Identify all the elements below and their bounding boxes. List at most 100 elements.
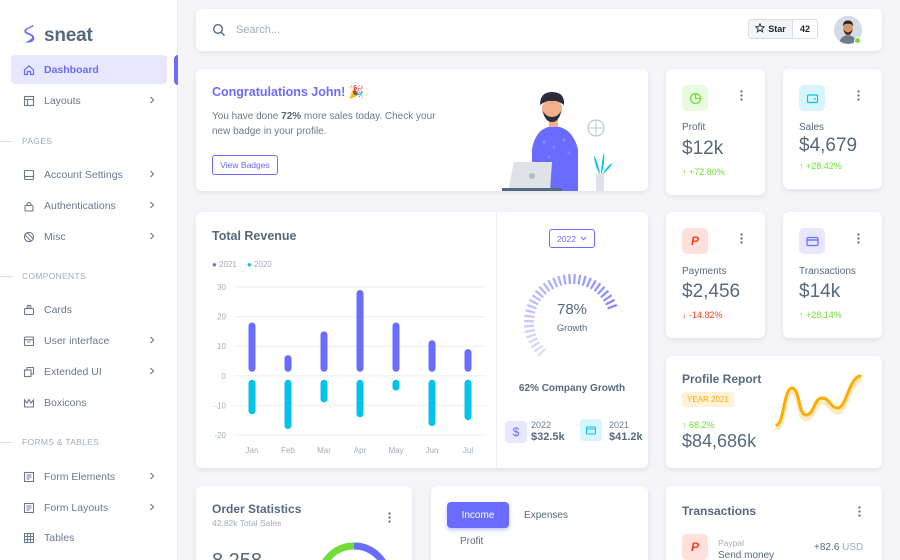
sidebar: sneat Dashboard Layouts PAGES Account Se… [0,0,178,560]
gauge-segment [542,282,551,292]
gauge-segment [562,274,567,285]
gauge-segment [537,348,546,357]
gauge-segment [589,279,597,290]
more-options-icon[interactable] [740,90,743,101]
bar-2021-jun[interactable] [428,340,436,372]
growth-radial-gauge [523,274,618,357]
search-input[interactable] [236,24,536,36]
gauge-segment [528,337,539,344]
cube-icon [22,230,35,243]
gauge-segment [552,277,559,288]
welcome-card: Congratulations John! 🎉 You have done 72… [196,69,648,191]
legend-item-2021: ● 2021 [212,260,237,269]
sidebar-item-extended-ui[interactable]: Extended UI [11,357,167,386]
sidebar-item-authentications[interactable]: Authentications [11,191,167,220]
profile-report-card: Profile Report YEAR 2021 ↑ 68.2% $84,686… [666,356,882,468]
chevron-down-icon [580,236,587,241]
gauge-segment [597,286,606,295]
crown-icon [22,396,35,409]
bar-2021-may[interactable] [392,322,400,372]
star-action[interactable]: Star [749,20,793,38]
gauge-segment [525,309,536,314]
year-b-amount: $41.2k [609,431,643,443]
transaction-amount: +82.6 USD [814,542,864,553]
chevron-right-icon [150,472,155,480]
sidebar-item-form-elements[interactable]: Form Elements [11,462,167,491]
bar-2020-jun[interactable] [428,379,436,427]
sidebar-item-tables[interactable]: Tables [11,523,167,552]
tab-income[interactable]: Income [447,502,509,528]
paypal-icon: P [682,534,708,560]
bar-2020-apr[interactable] [356,379,364,418]
gauge-segment [547,279,555,290]
more-options-icon[interactable] [388,512,391,523]
order-stats-title: Order Statistics [212,502,302,516]
lock-icon [22,199,35,212]
sidebar-item-label: Tables [44,531,75,544]
more-options-icon[interactable] [857,90,860,101]
arrow-up-icon: ↑ [682,420,687,430]
search-icon[interactable] [212,23,226,37]
github-star-button[interactable]: Star 42 [748,19,818,39]
gauge-segment [607,303,618,310]
tab-expenses[interactable]: Expenses [524,509,568,521]
bar-2021-feb[interactable] [284,355,292,372]
sidebar-item-dashboard[interactable]: Dashboard [11,55,167,84]
bar-2021-jan[interactable] [248,322,256,372]
transactions-value: $14k [799,281,841,302]
bar-2021-apr[interactable] [356,289,364,372]
bar-2021-mar[interactable] [320,331,328,372]
box-icon [22,334,35,347]
wallet-icon [580,419,602,441]
brand-name: sneat [44,25,93,46]
divider [496,212,497,468]
revenue-bar-chart: 30 20 10 0 -10 -20 Jan Feb Mar Apr May Jun Jul [214,283,486,455]
gauge-segment [581,275,587,286]
sidebar-item-layouts[interactable]: Layouts [11,86,167,115]
man-with-laptop-illustration [502,92,613,191]
order-statistics-card: Order Statistics 42.82k Total Sales 8,25… [196,486,412,560]
bar-2020-mar[interactable] [320,379,328,403]
dock-icon [22,168,35,181]
sidebar-item-user-interface[interactable]: User interface [11,326,167,355]
transaction-label: Send money [718,550,775,560]
sidebar-item-label: Layouts [44,94,81,107]
gauge-segment [593,282,602,292]
gauge-segment [557,275,563,286]
sidebar-item-label: Boxicons [44,396,87,409]
more-options-icon[interactable] [740,233,743,244]
gauge-segment [605,298,616,306]
year-select[interactable]: 2022 [549,229,595,248]
bar-2020-jan[interactable] [248,379,256,415]
sidebar-item-account-settings[interactable]: Account Settings [11,160,167,189]
sidebar-item-form-layouts[interactable]: Form Layouts [11,493,167,522]
sidebar-item-cards[interactable]: Cards [11,295,167,324]
chevron-right-icon [150,336,155,344]
chevron-right-icon [150,96,155,104]
bar-2021-jul[interactable] [464,349,472,372]
transactions-card-title: Transactions [682,504,757,518]
star-count[interactable]: 42 [799,24,810,34]
year-badge: YEAR 2021 [682,392,734,407]
y-tick-label: 0 [222,372,227,381]
bar-2020-jul[interactable] [464,379,472,421]
brand[interactable]: sneat [0,0,177,52]
star-label: Star [768,24,786,34]
growth-label: Growth [556,323,588,334]
bar-2020-may[interactable] [392,379,400,391]
credit-card-icon [799,228,825,254]
sidebar-item-boxicons[interactable]: Boxicons [11,388,167,417]
more-options-icon[interactable] [858,506,861,517]
sidebar-item-label: Form Layouts [44,501,109,514]
payments-trend: ↓ -14.82% [682,310,723,320]
sidebar-item-label: Account Settings [44,168,123,181]
bar-2020-feb[interactable] [284,379,292,430]
gauge-segment [526,303,537,310]
year-b-label: 2021 [609,420,630,430]
y-tick-label: 20 [217,313,226,322]
sidebar-item-misc[interactable]: Misc [11,222,167,251]
welcome-title: Congratulations John! 🎉 [212,85,365,99]
more-options-icon[interactable] [857,233,860,244]
view-badges-button[interactable]: View Badges [212,155,278,175]
gauge-segment [585,277,592,288]
